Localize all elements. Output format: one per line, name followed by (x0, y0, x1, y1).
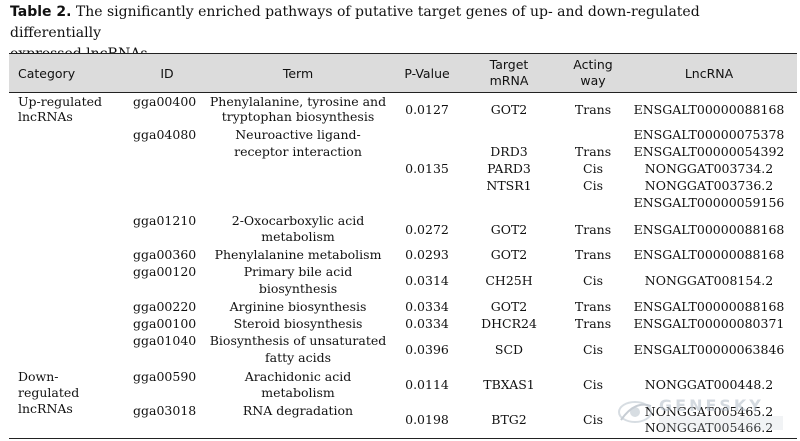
row-lncrna: ENSGALT00000088168 (633, 247, 785, 262)
row-lncrna: NONGGAT005466.2 (644, 420, 774, 435)
row-id: gga00590 (133, 369, 197, 384)
row-pvalue: 0.0334 (405, 299, 449, 314)
row-mrna: TBXAS1 (483, 377, 535, 392)
header-acting: Acting (573, 57, 613, 72)
row-acting-way: Trans (574, 222, 612, 237)
row-acting-way: Trans (574, 144, 612, 159)
header-acting-way: way (580, 73, 606, 88)
row-id: gga01040 (133, 333, 197, 348)
row-term: Biosynthesis of unsaturated (209, 333, 387, 348)
row-pvalue: 0.0127 (405, 102, 449, 117)
row-pvalue: 0.0314 (405, 273, 449, 288)
header-category: Category (18, 66, 76, 81)
row-acting-way: Cis (583, 161, 603, 176)
row-acting-way: Trans (574, 247, 612, 262)
header-target-mrna: mRNA (489, 73, 529, 88)
table-header (9, 53, 797, 93)
row-id: gga00400 (133, 94, 197, 109)
header-id: ID (160, 66, 174, 81)
row-pvalue: 0.0135 (405, 161, 449, 176)
row-term: Neuroactive ligand- (235, 127, 361, 142)
watermark-text: GENESKY (659, 396, 764, 415)
category-down-line3: lncRNAs (18, 401, 73, 416)
row-acting-way: Cis (583, 273, 603, 288)
row-lncrna: ENSGALT00000080371 (633, 316, 785, 331)
row-id: gga01210 (133, 213, 197, 228)
row-lncrna: ENSGALT00000088168 (633, 222, 785, 237)
row-acting-way: Cis (583, 412, 603, 427)
row-term: tryptophan biosynthesis (221, 109, 375, 124)
row-term: Primary bile acid (243, 264, 353, 279)
row-term: Phenylalanine metabolism (214, 247, 382, 262)
row-mrna: DRD3 (490, 144, 528, 159)
row-pvalue: 0.0396 (405, 342, 449, 357)
row-id: gga00100 (133, 316, 197, 331)
caption-text-line1: The significantly enriched pathways of p… (10, 4, 700, 41)
row-lncrna: NONGGAT005465.2 (644, 404, 774, 419)
row-term: RNA degradation (242, 403, 354, 418)
row-lncrna: ENSGALT00000063846 (633, 342, 785, 357)
row-mrna: DHCR24 (481, 316, 537, 331)
row-term: Steroid biosynthesis (233, 316, 363, 331)
row-pvalue: 0.0293 (405, 247, 449, 262)
row-term: receptor interaction (234, 144, 362, 159)
header-term: Term (282, 66, 314, 81)
row-mrna: GOT2 (490, 247, 528, 262)
row-term: metabolism (261, 385, 335, 400)
row-mrna: GOT2 (490, 299, 528, 314)
header-pvalue: P-Value (404, 66, 450, 81)
row-lncrna: NONGGAT000448.2 (644, 377, 774, 392)
row-mrna: CH25H (485, 273, 533, 288)
row-id: gga04080 (133, 127, 197, 142)
row-pvalue: 0.0114 (405, 377, 449, 392)
category-up-line1: Up-regulated (18, 94, 103, 109)
row-pvalue: 0.0272 (405, 222, 449, 237)
row-lncrna: ENSGALT00000088168 (633, 299, 785, 314)
row-term: Arachidonic acid (244, 369, 352, 384)
row-term: biosynthesis (258, 281, 338, 296)
header-target: Target (489, 57, 529, 72)
row-id: gga00120 (133, 264, 197, 279)
row-term: Arginine biosynthesis (229, 299, 367, 314)
row-lncrna: ENSGALT00000054392 (633, 144, 785, 159)
row-pvalue: 0.0198 (405, 412, 449, 427)
row-id: gga03018 (133, 403, 197, 418)
row-acting-way: Trans (574, 102, 612, 117)
row-id: gga00360 (133, 247, 197, 262)
table-bottom-rule (9, 438, 797, 439)
row-mrna: GOT2 (490, 102, 528, 117)
row-acting-way: Trans (574, 299, 612, 314)
row-lncrna: ENSGALT00000075378 (633, 127, 785, 142)
row-lncrna: NONGGAT008154.2 (644, 273, 774, 288)
category-up-line2: lncRNAs (18, 109, 73, 124)
watermark: GENESKY (618, 396, 783, 430)
row-acting-way: Cis (583, 178, 603, 193)
header-lncrna: LncRNA (684, 66, 734, 81)
row-acting-way: Cis (583, 377, 603, 392)
category-down-line2: regulated (18, 385, 80, 400)
caption-label: Table 2. (10, 4, 72, 20)
row-term: Phenylalanine, tyrosine and (209, 94, 387, 109)
row-id: gga00220 (133, 299, 197, 314)
row-lncrna: ENSGALT00000059156 (633, 195, 785, 210)
row-lncrna: NONGGAT003736.2 (644, 178, 774, 193)
row-term: fatty acids (264, 350, 332, 365)
row-pvalue: 0.0334 (405, 316, 449, 331)
row-mrna: PARD3 (487, 161, 531, 176)
row-term: 2-Oxocarboxylic acid (231, 213, 365, 228)
row-mrna: SCD (494, 342, 524, 357)
category-down-line1: Down- (18, 369, 59, 384)
row-term: metabolism (261, 229, 335, 244)
row-mrna: NTSR1 (486, 178, 532, 193)
row-lncrna: NONGGAT003734.2 (644, 161, 774, 176)
genesky-logo-icon (618, 401, 652, 423)
row-mrna: BTG2 (491, 412, 527, 427)
row-lncrna: ENSGALT00000088168 (633, 102, 785, 117)
row-acting-way: Cis (583, 342, 603, 357)
row-mrna: GOT2 (490, 222, 528, 237)
row-acting-way: Trans (574, 316, 612, 331)
